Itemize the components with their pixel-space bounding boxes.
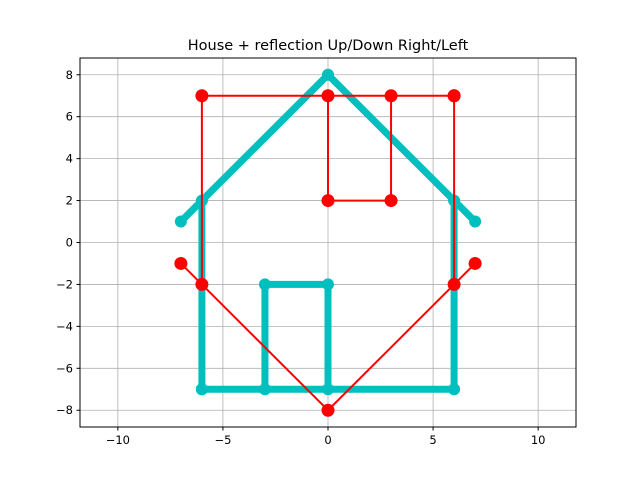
y-tick-label: −4 [56, 319, 73, 333]
y-tick-label: −8 [56, 403, 73, 417]
series-1-point [384, 194, 398, 208]
series-1-point [447, 277, 461, 291]
y-tick-label: 4 [66, 152, 73, 166]
series-1-point [384, 89, 398, 103]
y-tick-label: 2 [66, 194, 73, 208]
series-0-point [469, 215, 482, 228]
series-1-point [195, 277, 209, 291]
series-0-point [258, 278, 271, 291]
series-0-point [195, 383, 208, 396]
x-tick-label: −10 [106, 433, 130, 447]
series-1-point [468, 256, 482, 270]
x-tick-label: −5 [214, 433, 231, 447]
x-tick-label: 10 [531, 433, 546, 447]
y-tick-label: 6 [66, 110, 73, 124]
series-1-point [174, 256, 188, 270]
series-0-point [448, 383, 461, 396]
series-1-point [447, 89, 461, 103]
ticks: −10 −5 0 5 10 −8 −6 −4 −2 0 2 4 6 8 [56, 68, 545, 447]
series-1-point [195, 89, 209, 103]
series-1-point [321, 89, 335, 103]
series-0-point [322, 278, 334, 291]
series-0-point [174, 215, 187, 228]
series-0-point [322, 383, 334, 396]
y-tick-label: −2 [56, 277, 73, 291]
series-0-point [322, 68, 334, 81]
x-tick-label: 0 [324, 433, 331, 447]
series-1-point [321, 403, 335, 417]
series-1-point [321, 194, 335, 208]
y-tick-label: −6 [56, 361, 73, 375]
x-tick-label: 5 [429, 433, 436, 447]
series-0-point [258, 383, 271, 396]
y-tick-label: 8 [66, 68, 73, 82]
series-group [174, 68, 482, 417]
chart-title: House + reflection Up/Down Right/Left [188, 38, 469, 54]
y-tick-label: 0 [66, 236, 73, 250]
